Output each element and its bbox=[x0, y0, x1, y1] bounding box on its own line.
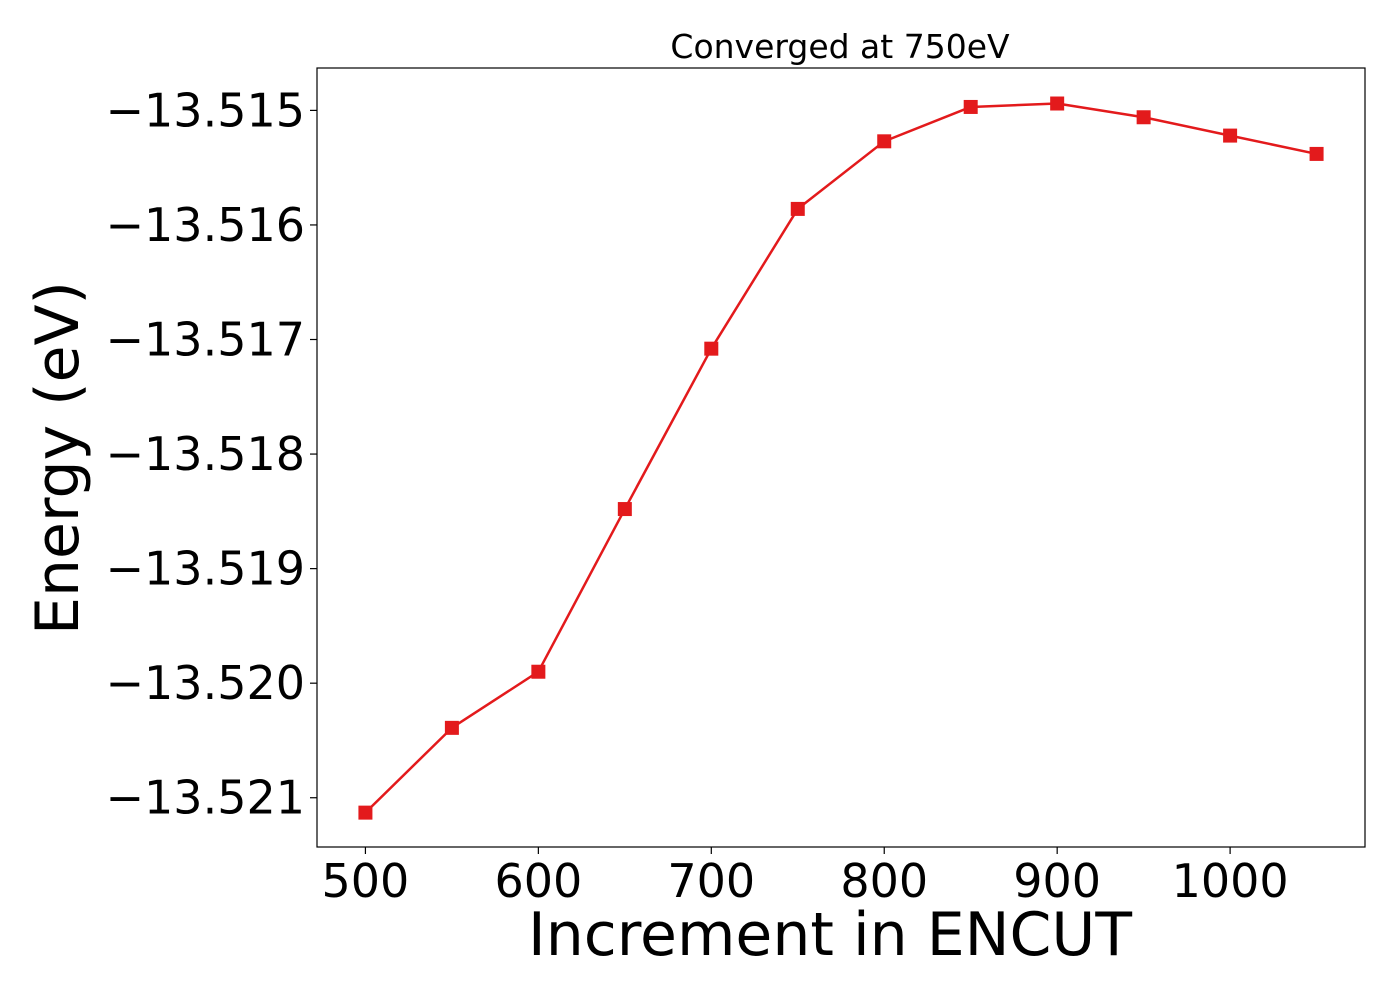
data-point-marker bbox=[877, 134, 892, 149]
y-tick-label: −13.521 bbox=[106, 771, 306, 825]
data-point-marker bbox=[1050, 96, 1065, 111]
data-point-marker bbox=[1136, 110, 1151, 125]
x-tick-label: 800 bbox=[840, 854, 928, 908]
y-axis-ticks: −13.515 −13.516 −13.517 −13.518 −13.519 −13.5… bbox=[106, 83, 317, 825]
x-axis-ticks: 500 600 700 800 900 1000 bbox=[322, 847, 1289, 908]
y-tick-label: −13.517 bbox=[106, 313, 306, 367]
x-tick-label: 600 bbox=[494, 854, 582, 908]
x-tick-label: 900 bbox=[1013, 854, 1101, 908]
y-axis-label: Energy (eV) bbox=[23, 281, 93, 635]
data-point-marker bbox=[790, 201, 805, 216]
data-point-marker bbox=[531, 664, 546, 679]
y-tick-label: −13.518 bbox=[106, 427, 306, 481]
x-axis-label: Increment in ENCUT bbox=[528, 900, 1132, 970]
x-tick-label: 700 bbox=[667, 854, 755, 908]
plot-frame bbox=[316, 67, 1366, 848]
y-tick-label: −13.520 bbox=[106, 656, 306, 710]
series-line bbox=[364, 102, 1317, 814]
data-point-marker bbox=[444, 720, 459, 735]
data-point-marker bbox=[963, 99, 978, 114]
y-tick-label: −13.516 bbox=[106, 198, 306, 252]
data-point-marker bbox=[1223, 128, 1238, 143]
y-tick-label: −13.519 bbox=[106, 542, 306, 596]
data-point-marker bbox=[358, 805, 373, 820]
y-tick-label: −13.515 bbox=[106, 83, 306, 137]
chart-title: Converged at 750eV bbox=[670, 27, 1010, 66]
x-tick-label: 1000 bbox=[1172, 854, 1289, 908]
data-point-marker bbox=[1309, 146, 1324, 161]
x-tick-label: 500 bbox=[322, 854, 410, 908]
data-point-marker bbox=[617, 502, 632, 517]
plot-area bbox=[358, 96, 1324, 820]
data-point-marker bbox=[704, 341, 719, 356]
